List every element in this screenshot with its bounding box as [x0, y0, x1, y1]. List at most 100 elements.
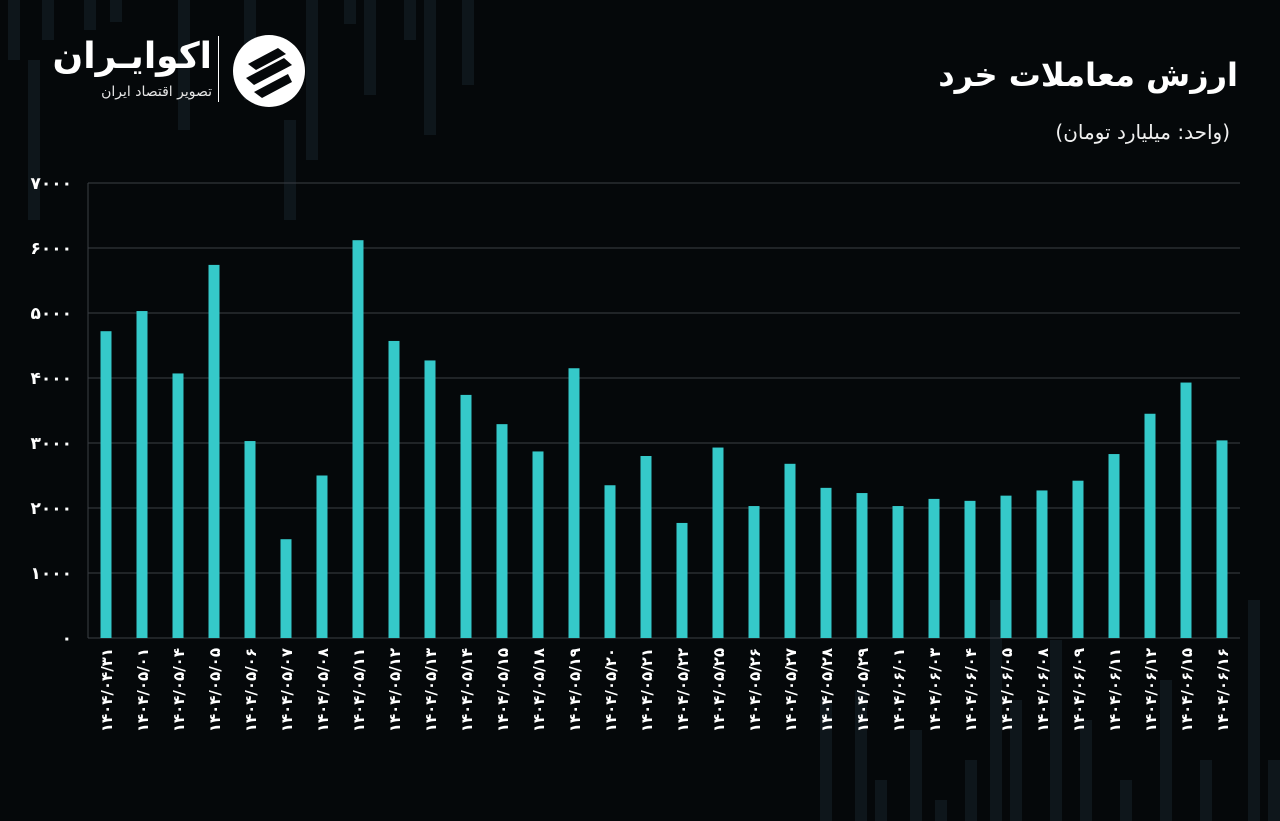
x-tick-label: ۱۴۰۴/۰۵/۰۴ — [170, 648, 188, 732]
bar — [712, 447, 724, 638]
y-tick-label: ۳۰۰۰ — [30, 434, 72, 454]
decor-candle — [344, 0, 356, 24]
x-tick-label: ۱۴۰۴/۰۶/۱۶ — [1214, 648, 1232, 732]
bar — [856, 493, 868, 638]
decor-candle — [306, 0, 318, 160]
x-tick-label: ۱۴۰۴/۰۵/۱۹ — [566, 648, 584, 732]
bar — [1180, 382, 1192, 638]
bar — [532, 451, 544, 638]
decor-candle — [178, 0, 190, 130]
x-tick-label: ۱۴۰۴/۰۶/۰۳ — [926, 648, 944, 732]
decor-candle — [462, 0, 474, 85]
bar — [568, 368, 580, 638]
x-tick-label: ۱۴۰۴/۰۵/۱۱ — [350, 648, 368, 732]
bar — [820, 487, 832, 638]
decor-candle — [1050, 640, 1062, 821]
bar — [424, 360, 436, 638]
decor-candle — [110, 0, 122, 22]
brand-divider — [218, 36, 219, 102]
decor-candle — [284, 120, 296, 220]
bar — [1216, 440, 1228, 638]
brand-block: اکوایـران تصویر اقتصاد ایران — [50, 32, 310, 112]
bar — [100, 331, 112, 638]
x-tick-label: ۱۴۰۴/۰۵/۰۱ — [134, 648, 152, 732]
x-tick-label: ۱۴۰۴/۰۵/۲۶ — [746, 648, 764, 732]
x-tick-label: ۱۴۰۴/۰۶/۰۴ — [962, 648, 980, 732]
decor-candle — [42, 0, 54, 40]
brand-name: اکوایـران — [52, 36, 212, 77]
bar — [280, 539, 292, 638]
x-tick-label: ۱۴۰۴/۰۵/۰۵ — [206, 648, 224, 732]
bar — [640, 456, 652, 638]
decor-candle — [990, 600, 1002, 821]
y-tick-label: ۱۰۰۰ — [30, 564, 72, 584]
bar — [676, 522, 688, 638]
bar — [892, 506, 904, 638]
x-tick-label: ۱۴۰۴/۰۵/۰۸ — [314, 648, 332, 732]
decor-candle — [935, 800, 947, 821]
x-tick-label: ۱۴۰۴/۰۶/۱۱ — [1106, 648, 1124, 732]
x-tick-label: ۱۴۰۴/۰۶/۰۸ — [1034, 648, 1052, 732]
bar — [208, 264, 220, 638]
x-tick-label: ۱۴۰۴/۰۵/۰۶ — [242, 648, 260, 732]
x-tick-label: ۱۴۰۴/۰۵/۰۷ — [278, 648, 296, 732]
decor-candle — [1160, 680, 1172, 821]
bar — [1036, 490, 1048, 638]
x-tick-label: ۱۴۰۴/۰۴/۳۱ — [98, 648, 116, 732]
brand-logo-icon — [233, 35, 305, 107]
chart-title: ارزش معاملات خرد — [938, 56, 1238, 94]
decor-candle — [1120, 780, 1132, 821]
y-tick-label: ۵۰۰۰ — [30, 304, 72, 324]
y-tick-label: ۴۰۰۰ — [30, 369, 72, 389]
decor-candle — [1268, 760, 1280, 821]
bar — [388, 340, 400, 638]
bar — [496, 424, 508, 638]
bar — [136, 311, 148, 638]
x-tick-label: ۱۴۰۴/۰۶/۰۹ — [1070, 648, 1088, 732]
bar — [748, 506, 760, 638]
decor-candle — [1080, 720, 1092, 821]
bar — [604, 485, 616, 638]
grid-lines — [87, 182, 1240, 639]
x-tick-label: ۱۴۰۴/۰۵/۲۰ — [602, 648, 620, 732]
x-tick-label: ۱۴۰۴/۰۶/۱۲ — [1142, 648, 1160, 732]
decor-candle — [820, 700, 832, 821]
decor-candle — [8, 0, 20, 60]
y-tick-label: ۷۰۰۰ — [30, 174, 72, 194]
decor-candle — [28, 60, 40, 220]
x-tick-label: ۱۴۰۴/۰۶/۰۵ — [998, 648, 1016, 732]
y-tick-label: ۲۰۰۰ — [30, 499, 72, 519]
x-tick-label: ۱۴۰۴/۰۵/۱۲ — [386, 648, 404, 732]
x-tick-label: ۱۴۰۴/۰۵/۲۵ — [710, 648, 728, 732]
bar — [928, 498, 940, 638]
decor-candle — [875, 780, 887, 821]
y-tick-label: ۰ — [62, 629, 72, 649]
decor-candle — [1010, 700, 1022, 821]
bar — [172, 373, 184, 638]
x-tick-label: ۱۴۰۴/۰۵/۱۴ — [458, 648, 476, 732]
bar — [964, 500, 976, 638]
bar — [1072, 480, 1084, 638]
bar — [244, 441, 256, 638]
x-tick-label: ۱۴۰۴/۰۵/۲۸ — [818, 648, 836, 732]
x-tick-label: ۱۴۰۴/۰۶/۱۵ — [1178, 648, 1196, 732]
bar — [460, 394, 472, 638]
bars — [100, 240, 1228, 638]
x-tick-label: ۱۴۰۴/۰۵/۲۹ — [854, 648, 872, 732]
decor-candle — [1248, 600, 1260, 821]
x-tick-label: ۱۴۰۴/۰۵/۲۱ — [638, 648, 656, 732]
decor-candle — [424, 0, 436, 135]
decor-candle — [965, 760, 977, 821]
x-tick-label: ۱۴۰۴/۰۵/۱۳ — [422, 648, 440, 732]
bar — [316, 475, 328, 638]
y-axis-ticks: ۰ ۱۰۰۰ ۲۰۰۰ ۳۰۰۰ ۴۰۰۰ ۵۰۰۰ ۶۰۰۰ ۷۰۰۰ — [30, 174, 72, 649]
decor-candle — [855, 690, 867, 821]
decor-candle — [404, 0, 416, 40]
brand-tagline: تصویر اقتصاد ایران — [101, 84, 212, 100]
bar — [1000, 495, 1012, 638]
x-tick-label: ۱۴۰۴/۰۶/۰۱ — [890, 648, 908, 732]
bar — [784, 463, 796, 638]
x-tick-label: ۱۴۰۴/۰۵/۱۸ — [530, 648, 548, 732]
